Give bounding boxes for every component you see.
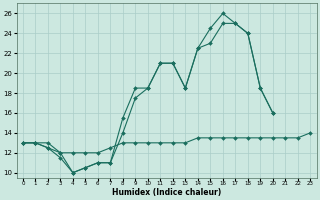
X-axis label: Humidex (Indice chaleur): Humidex (Indice chaleur)	[112, 188, 221, 197]
